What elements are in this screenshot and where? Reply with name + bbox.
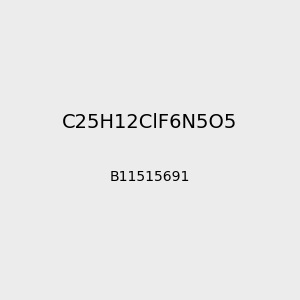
Text: C25H12ClF6N5O5: C25H12ClF6N5O5 (62, 113, 238, 133)
Text: B11515691: B11515691 (110, 170, 190, 184)
